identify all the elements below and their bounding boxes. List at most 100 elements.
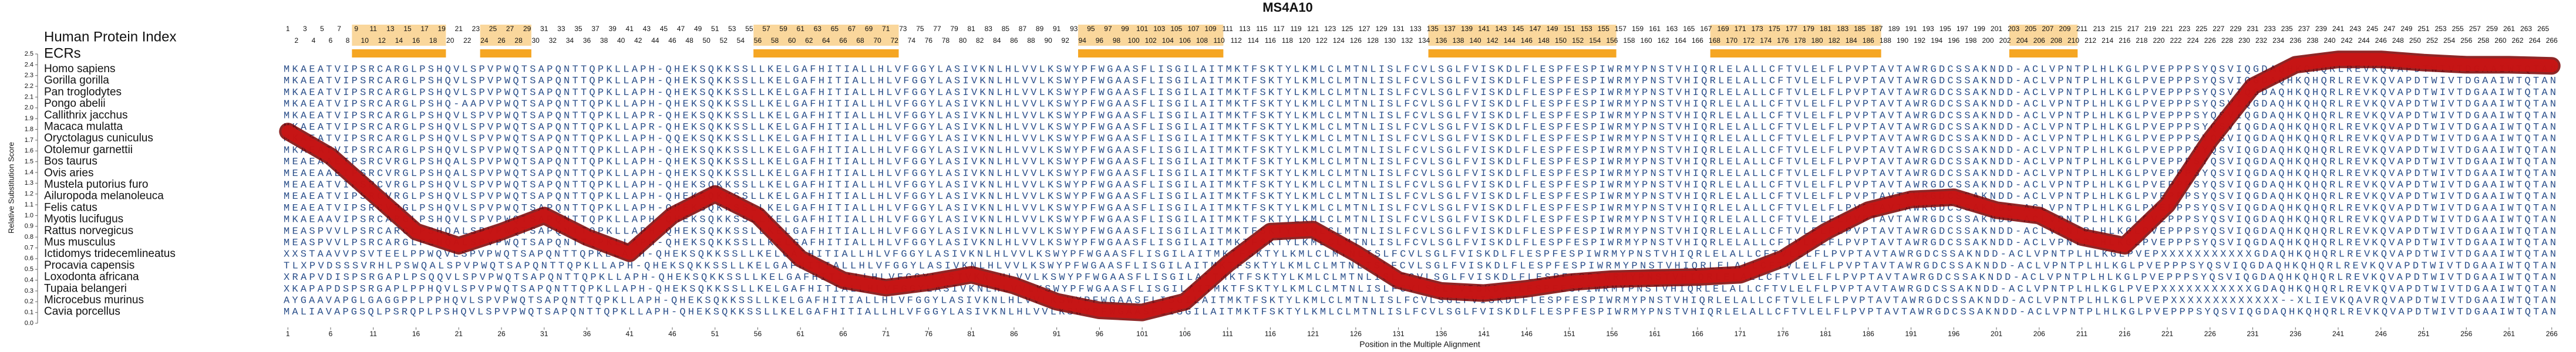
index-number: 174 xyxy=(1760,36,1772,45)
index-number: 225 xyxy=(2196,25,2207,33)
index-number: 62 xyxy=(805,36,813,45)
index-number: 179 xyxy=(1803,25,1814,33)
index-number: 23 xyxy=(472,25,480,33)
x-tick-label: 151 xyxy=(1564,330,1575,338)
index-number: 153 xyxy=(1581,25,1592,33)
index-number: 27 xyxy=(506,25,514,33)
index-number: 215 xyxy=(2110,25,2122,33)
index-number: 134 xyxy=(1418,36,1430,45)
index-number: 64 xyxy=(822,36,830,45)
index-number: 139 xyxy=(1461,25,1473,33)
y-tick-label: 1.8 xyxy=(25,126,33,133)
x-tick-label: 36 xyxy=(583,330,591,338)
index-number: 105 xyxy=(1170,25,1182,33)
ecr-label: ECRs xyxy=(44,45,81,61)
index-number: 72 xyxy=(891,36,899,45)
index-number: 226 xyxy=(2204,36,2216,45)
index-number: 69 xyxy=(865,25,873,33)
index-number: 100 xyxy=(1128,36,1140,45)
index-number: 88 xyxy=(1027,36,1035,45)
index-number: 123 xyxy=(1324,25,1336,33)
index-number: 248 xyxy=(2392,36,2404,45)
index-number: 32 xyxy=(549,36,557,45)
sequence: MKAEATVIPSRCARGLPSHQVLSPVPWQTSAPQNTTQPKL… xyxy=(284,87,2556,99)
index-number: 71 xyxy=(882,25,890,33)
index-number: 172 xyxy=(1743,36,1755,45)
index-number: 25 xyxy=(489,25,497,33)
index-number: 236 xyxy=(2289,36,2301,45)
index-number: 144 xyxy=(1504,36,1516,45)
index-number: 18 xyxy=(429,36,437,45)
x-tick-label: 211 xyxy=(2076,330,2087,338)
index-number: 136 xyxy=(1435,36,1447,45)
index-number: 47 xyxy=(677,25,685,33)
index-number: 52 xyxy=(720,36,728,45)
ecr-bar xyxy=(480,49,531,57)
y-tick-label: 2.4 xyxy=(25,61,33,68)
x-tick-label: 56 xyxy=(754,330,762,338)
index-number: 96 xyxy=(1096,36,1104,45)
species-name: Callithrix jacchus xyxy=(44,109,128,121)
y-tick-label: 2.3 xyxy=(25,72,33,79)
index-number: 126 xyxy=(1350,36,1362,45)
ecr-index-highlight xyxy=(2009,25,2078,46)
index-number: 75 xyxy=(916,25,924,33)
index-number: 78 xyxy=(942,36,950,45)
index-number: 12 xyxy=(378,36,386,45)
index-number: 113 xyxy=(1239,25,1250,33)
x-tick-label: 216 xyxy=(2119,330,2130,338)
index-number: 70 xyxy=(873,36,881,45)
index-number: 197 xyxy=(1957,25,1968,33)
index-number: 198 xyxy=(1965,36,1976,45)
index-number: 124 xyxy=(1333,36,1345,45)
x-tick-label: 11 xyxy=(370,330,378,338)
index-number: 201 xyxy=(1991,25,2002,33)
y-tick-label: 1.7 xyxy=(25,137,33,144)
index-number: 90 xyxy=(1044,36,1052,45)
x-tick-label: 266 xyxy=(2546,330,2558,338)
x-tick-label: 116 xyxy=(1265,330,1276,338)
species-name: Ovis aries xyxy=(44,167,93,179)
index-number: 221 xyxy=(2161,25,2173,33)
x-tick-label: 126 xyxy=(1350,330,1362,338)
index-number: 73 xyxy=(899,25,907,33)
index-number: 109 xyxy=(1205,25,1217,33)
index-number: 145 xyxy=(1512,25,1524,33)
index-number: 205 xyxy=(2025,25,2036,33)
index-number: 114 xyxy=(1248,36,1259,45)
index-number: 133 xyxy=(1410,25,1422,33)
ecr-bar xyxy=(1428,49,1617,57)
index-number: 149 xyxy=(1546,25,1558,33)
x-tick-label: 51 xyxy=(711,330,719,338)
x-tick-label: 231 xyxy=(2247,330,2258,338)
index-number: 117 xyxy=(1273,25,1284,33)
x-tick-label: 176 xyxy=(1777,330,1789,338)
sequence: MKAEATVIPSRCARGLPSHQ-AAPVPWQTSAPQNTTQPKL… xyxy=(284,99,2556,110)
x-tick-label: 131 xyxy=(1393,330,1405,338)
index-number: 37 xyxy=(591,25,600,33)
index-number: 165 xyxy=(1683,25,1695,33)
y-tick-label: 1.3 xyxy=(25,180,33,187)
index-number: 98 xyxy=(1113,36,1121,45)
index-number: 77 xyxy=(933,25,941,33)
index-number: 210 xyxy=(2067,36,2079,45)
index-number: 162 xyxy=(1658,36,1669,45)
x-tick-label: 41 xyxy=(626,330,634,338)
x-tick-label: 1 xyxy=(286,330,290,338)
ecr-index-highlight xyxy=(352,25,446,46)
index-number: 30 xyxy=(532,36,540,45)
sequence: TLXPVDSSSVRHLPSWQALSPVPWQTSAPQNTTQPKLLAP… xyxy=(284,260,2556,272)
x-tick-label: 156 xyxy=(1606,330,1618,338)
index-number: 252 xyxy=(2426,36,2438,45)
ecr-index-highlight xyxy=(1078,25,1224,46)
index-number: 214 xyxy=(2102,36,2113,45)
x-tick-label: 136 xyxy=(1435,330,1447,338)
index-number: 94 xyxy=(1079,36,1087,45)
index-number: 87 xyxy=(1019,25,1027,33)
index-number: 104 xyxy=(1162,36,1174,45)
index-number: 266 xyxy=(2546,36,2558,45)
index-number: 147 xyxy=(1529,25,1541,33)
species-name: Pan troglodytes xyxy=(44,86,122,98)
index-number: 31 xyxy=(540,25,548,33)
